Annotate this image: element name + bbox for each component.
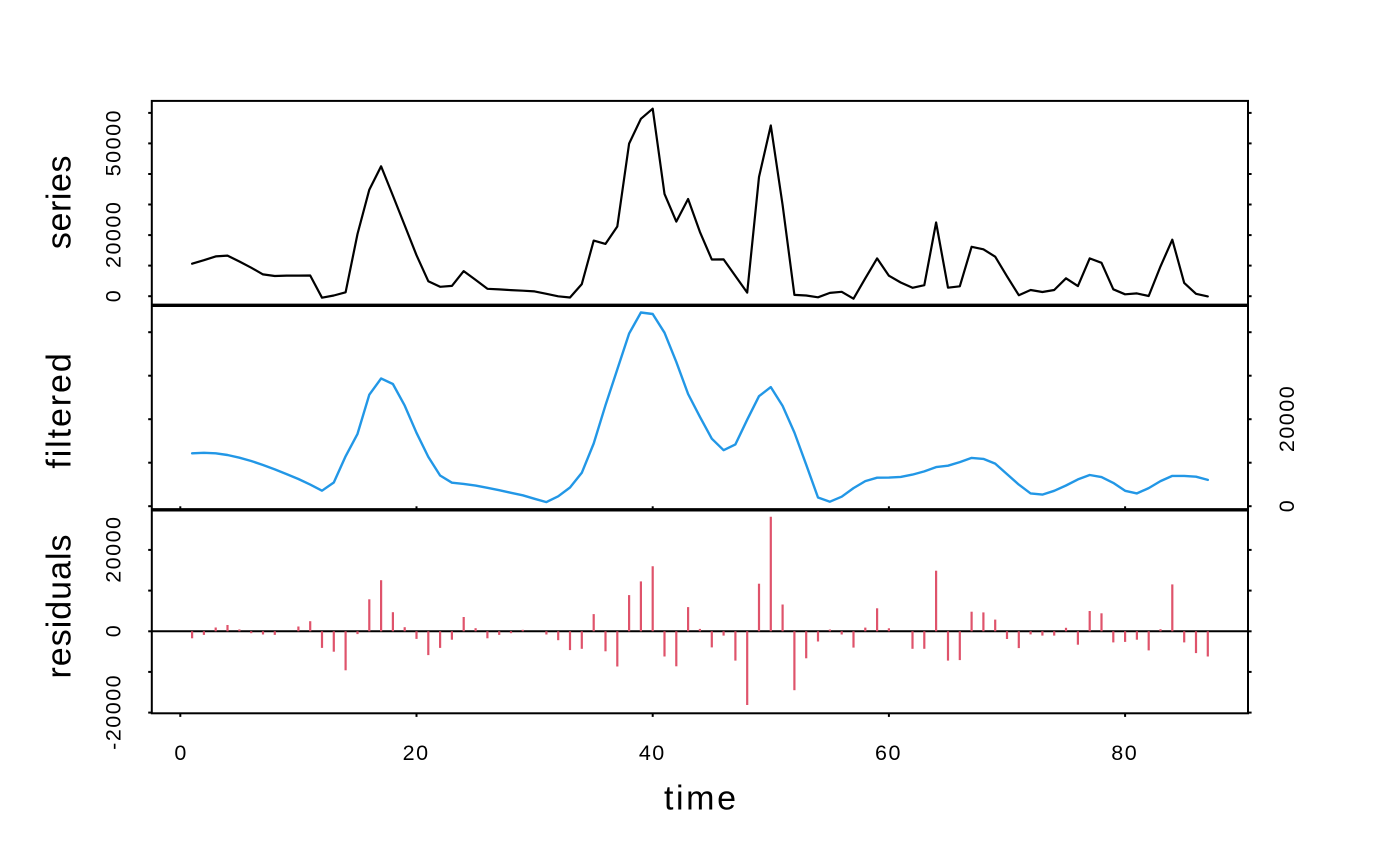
svg-text:0: 0 — [101, 625, 125, 637]
svg-text:time: time — [664, 780, 739, 818]
svg-text:0: 0 — [1275, 500, 1299, 512]
svg-text:20000: 20000 — [101, 516, 125, 583]
svg-text:residuals: residuals — [41, 533, 79, 678]
svg-text:series: series — [41, 155, 79, 249]
svg-text:40: 40 — [639, 741, 666, 765]
svg-text:60: 60 — [875, 741, 902, 765]
svg-text:20000: 20000 — [101, 201, 125, 268]
svg-text:80: 80 — [1111, 741, 1138, 765]
svg-text:0: 0 — [174, 741, 186, 765]
svg-text:50000: 50000 — [101, 109, 125, 176]
svg-text:-20000: -20000 — [101, 674, 125, 750]
svg-text:filtered: filtered — [41, 351, 79, 468]
svg-text:0: 0 — [101, 290, 125, 302]
svg-text:20000: 20000 — [1275, 385, 1299, 452]
svg-text:20: 20 — [403, 741, 430, 765]
